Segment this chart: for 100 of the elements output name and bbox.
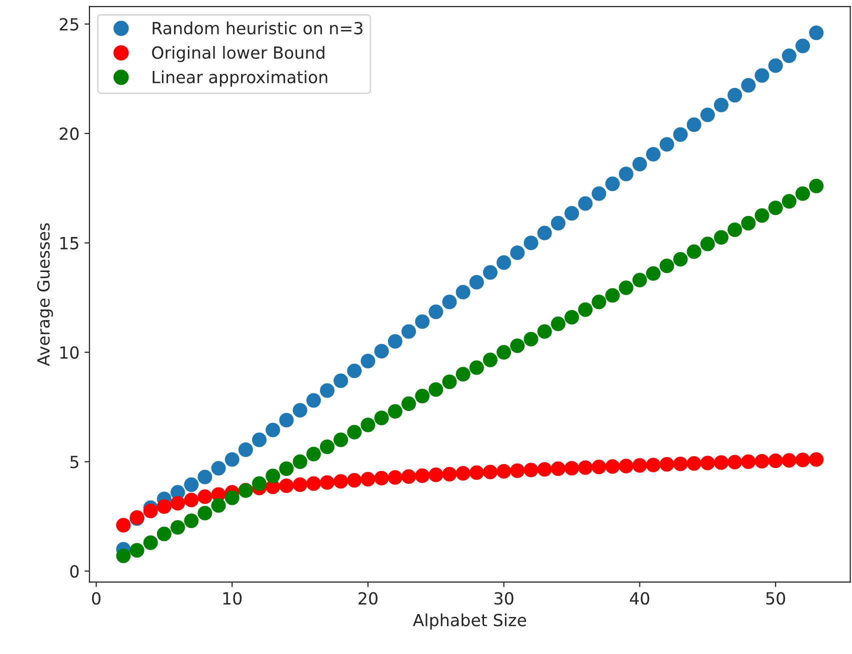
point	[415, 468, 430, 483]
point	[130, 543, 144, 558]
y-tick-label: 15	[60, 237, 78, 250]
point	[524, 462, 538, 478]
point	[198, 489, 212, 504]
point	[564, 310, 580, 325]
point	[700, 456, 715, 470]
point	[564, 460, 580, 476]
point	[741, 216, 756, 230]
x-tick-label: 20	[358, 592, 378, 605]
point	[334, 432, 348, 448]
point	[170, 496, 186, 511]
point	[184, 514, 199, 528]
point	[198, 506, 212, 520]
point	[646, 146, 661, 162]
point	[605, 176, 620, 192]
point	[524, 332, 538, 346]
point	[347, 364, 362, 378]
point	[252, 432, 267, 448]
point	[170, 520, 186, 535]
point	[279, 461, 294, 476]
point	[795, 38, 810, 54]
point	[524, 236, 538, 250]
point	[482, 464, 498, 480]
y-tick-label: 20	[60, 127, 79, 140]
point	[496, 345, 512, 360]
point	[360, 418, 376, 432]
point	[415, 314, 430, 329]
point	[279, 412, 294, 428]
y-tick-label: 5	[70, 456, 78, 468]
point	[714, 98, 729, 112]
point	[673, 252, 688, 267]
point	[673, 127, 688, 142]
point	[442, 294, 457, 310]
point	[211, 498, 226, 513]
point	[768, 58, 783, 73]
point	[306, 446, 321, 462]
point	[782, 453, 796, 468]
y-tick-label: 0	[70, 565, 79, 578]
point	[224, 452, 240, 467]
point	[252, 476, 267, 491]
point	[156, 499, 172, 514]
point	[456, 284, 470, 300]
point	[646, 266, 661, 281]
point	[660, 258, 674, 274]
point	[469, 360, 484, 375]
point	[292, 402, 308, 418]
point	[700, 108, 715, 122]
y-tick-label: 10	[60, 346, 79, 359]
point	[618, 458, 634, 474]
point	[266, 422, 280, 438]
point	[605, 288, 620, 303]
point	[714, 230, 729, 245]
point	[660, 457, 674, 472]
point	[224, 490, 240, 506]
point	[632, 458, 647, 473]
point	[388, 334, 402, 349]
point	[728, 454, 742, 470]
point	[360, 354, 376, 368]
point	[809, 452, 824, 467]
point	[184, 492, 199, 508]
point	[592, 460, 606, 474]
point	[537, 324, 552, 339]
point	[388, 404, 402, 419]
point	[550, 216, 566, 230]
point	[320, 475, 335, 490]
point	[374, 470, 389, 486]
point	[306, 476, 321, 491]
point	[795, 452, 810, 468]
point	[496, 255, 512, 270]
point	[442, 466, 457, 482]
point	[456, 366, 470, 382]
point	[728, 222, 742, 238]
point	[347, 473, 362, 488]
point	[238, 442, 253, 457]
point	[673, 456, 688, 472]
legend-label: Random heuristic on n=3	[152, 22, 362, 34]
point	[686, 117, 702, 132]
point	[211, 460, 226, 476]
point	[592, 294, 606, 310]
point	[550, 461, 566, 476]
point	[469, 274, 484, 290]
point	[388, 470, 402, 485]
point	[686, 456, 702, 471]
point	[143, 535, 158, 550]
point	[482, 352, 498, 368]
point	[728, 88, 742, 102]
point	[768, 200, 783, 216]
point	[266, 468, 280, 484]
point	[456, 466, 470, 481]
point	[618, 280, 634, 296]
x-axis-title: Alphabet Size	[412, 613, 526, 630]
point	[510, 338, 525, 354]
point	[334, 474, 348, 489]
point	[618, 166, 634, 182]
point	[428, 382, 444, 397]
point	[428, 468, 444, 482]
point	[782, 194, 796, 209]
y-tick-label: 25	[60, 18, 78, 31]
point	[768, 454, 783, 468]
